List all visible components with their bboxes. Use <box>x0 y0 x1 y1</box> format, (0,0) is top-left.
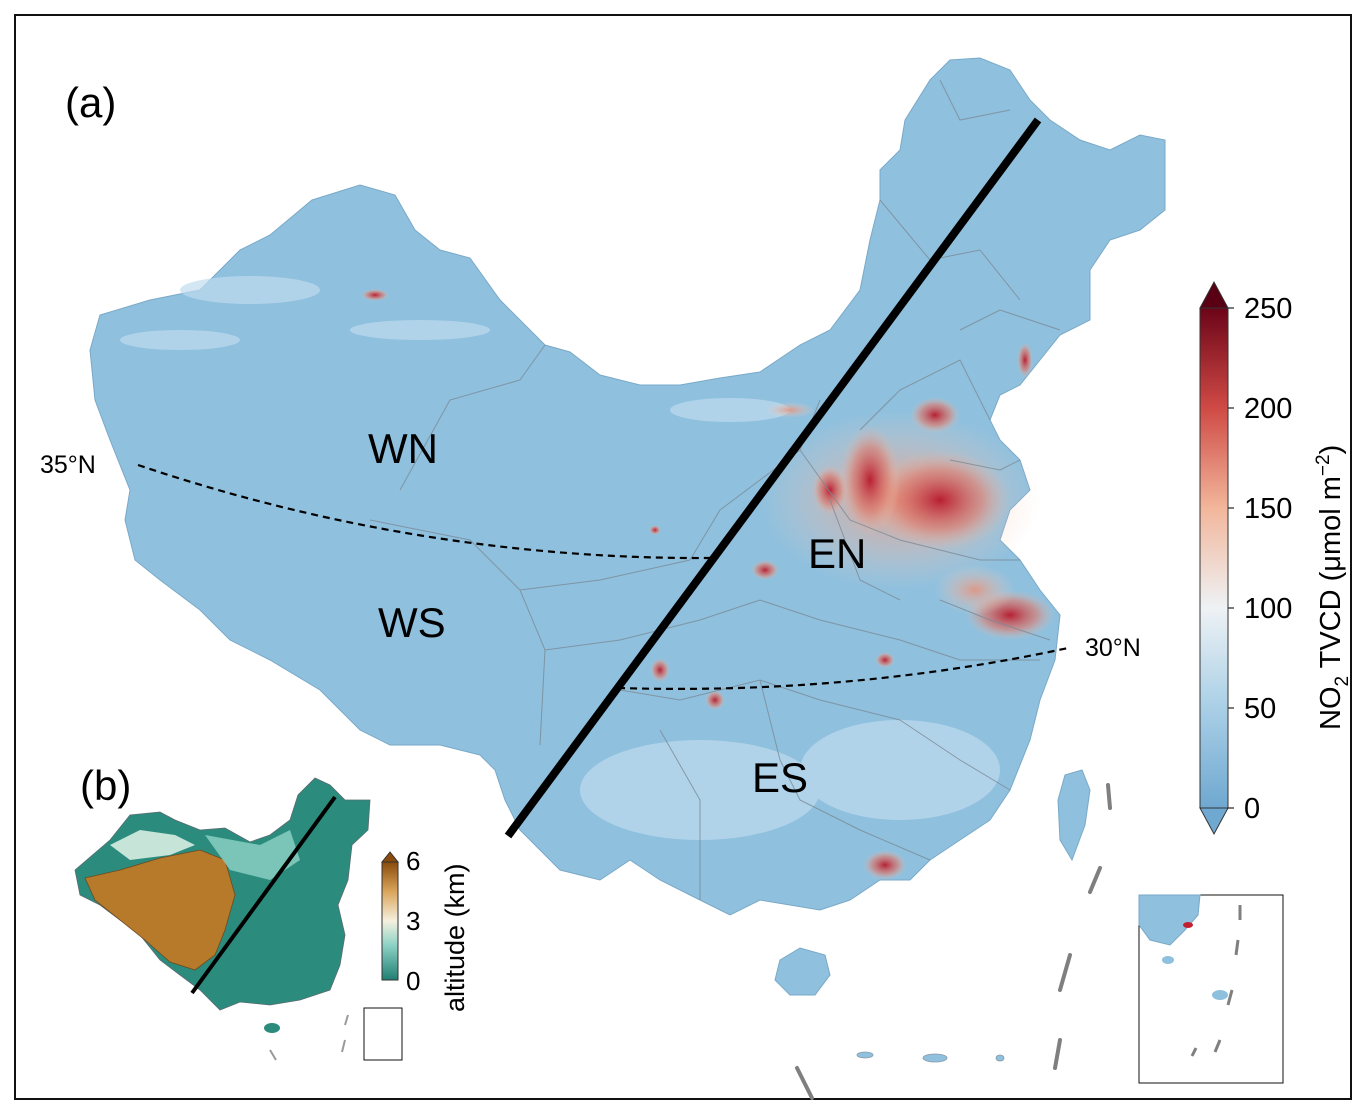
nine-dash-line <box>795 783 1112 1100</box>
region-label-wn: WN <box>368 425 438 472</box>
no2-tick-250: 250 <box>1244 293 1292 325</box>
region-label-en: EN <box>808 530 866 577</box>
no2-tick-50: 50 <box>1244 693 1276 725</box>
south-sea-islands <box>856 1051 1005 1063</box>
title-close: ) <box>1315 445 1347 455</box>
figure-frame <box>14 14 1352 1100</box>
title-sup: −2 <box>1313 454 1334 476</box>
altitude-tick-0: 0 <box>406 966 420 996</box>
panel-b-inset <box>363 1007 403 1061</box>
mongolia-plateau <box>205 830 300 880</box>
lat-30n-label: 30°N <box>1085 634 1141 662</box>
altitude-colorbar-title: altitude (km) <box>440 863 470 1012</box>
lat-35n-label: 35°N <box>40 451 96 479</box>
no2-colorbar: 0 50 100 150 200 250 NO2 TVCD (μmol m−2) <box>1199 280 1353 836</box>
hainan-island <box>774 947 831 996</box>
colorbar-tick-marks <box>1228 307 1234 809</box>
taiwan-island <box>1057 769 1091 862</box>
title-sub: 2 <box>1332 676 1353 687</box>
panel-b-divider <box>190 795 337 995</box>
panel-b-hainan <box>264 1023 280 1033</box>
altitude-bar <box>381 861 399 981</box>
no2-tick-0: 0 <box>1244 793 1260 825</box>
panel-b-label: (b) <box>80 762 131 809</box>
panel-a-map: (a) WN WS EN ES 35°N 30°N <box>40 57 1284 1100</box>
region-label-es: ES <box>752 754 808 801</box>
title-rest: TVCD (μmol m <box>1315 476 1347 676</box>
colorbar-max-arrow <box>1199 280 1229 309</box>
region-label-ws: WS <box>378 599 446 646</box>
no2-tick-200: 200 <box>1244 393 1292 425</box>
no2-colorbar-title: NO2 TVCD (μmol m−2) <box>1313 445 1353 730</box>
panel-b-nine-dash <box>269 1014 349 1061</box>
altitude-max-arrow <box>380 851 400 863</box>
altitude-tick-6: 6 <box>406 846 420 876</box>
tarim-basin <box>110 830 195 860</box>
lat-30n-line <box>617 646 1069 691</box>
inset-contents <box>1138 894 1242 1057</box>
lat-35n-line <box>137 463 713 560</box>
no2-hotspots <box>361 289 1055 880</box>
no2-tick-100: 100 <box>1244 593 1292 625</box>
no2-tick-150: 150 <box>1244 493 1292 525</box>
altitude-colorbar: 6 3 0 altitude (km) <box>380 846 470 1012</box>
western-light-areas <box>120 276 1000 840</box>
colorbar-bar <box>1199 307 1229 809</box>
panel-b-map: (b) <box>74 762 403 1061</box>
east-west-divider <box>504 117 1042 839</box>
colorbar-min-arrow <box>1199 807 1229 836</box>
title-main: NO <box>1315 687 1347 731</box>
tibet-plateau <box>84 849 236 971</box>
altitude-tick-3: 3 <box>406 906 420 936</box>
panel-a-label: (a) <box>65 79 116 126</box>
